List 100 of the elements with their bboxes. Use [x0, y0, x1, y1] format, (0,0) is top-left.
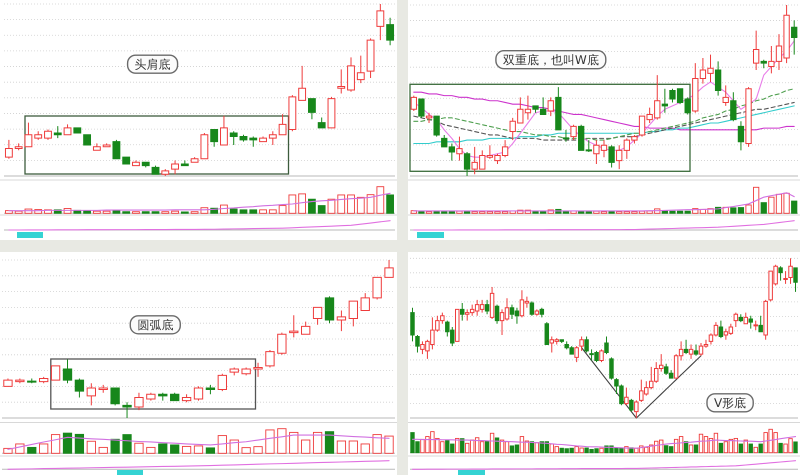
- bar: [460, 438, 464, 454]
- candlestick: [584, 336, 589, 354]
- bar: [312, 432, 322, 454]
- candlestick: [384, 260, 394, 278]
- candlestick: [624, 387, 629, 406]
- candlestick: [783, 270, 788, 284]
- bar: [253, 446, 263, 454]
- candlestick: [574, 346, 579, 363]
- candlestick: [410, 307, 415, 342]
- bar: [793, 441, 798, 454]
- bar: [102, 210, 111, 214]
- bar: [134, 442, 144, 454]
- candlestick: [415, 334, 420, 354]
- candlestick: [544, 322, 550, 346]
- bar: [386, 194, 394, 214]
- bar: [27, 446, 36, 454]
- bar: [39, 444, 48, 454]
- candlestick: [753, 320, 758, 331]
- bar: [268, 209, 277, 214]
- bar: [259, 209, 267, 214]
- bar: [171, 210, 179, 214]
- bar: [206, 447, 216, 454]
- candlestick: [86, 382, 96, 406]
- candlestick: [301, 321, 310, 335]
- bar: [112, 210, 120, 214]
- candlestick: [464, 152, 470, 176]
- candlestick: [360, 292, 370, 312]
- candlestick: [418, 98, 425, 118]
- bar: [694, 444, 698, 454]
- candlestick: [608, 144, 615, 168]
- candlestick: [688, 344, 694, 360]
- candlestick: [718, 320, 724, 339]
- bar: [301, 440, 310, 454]
- candlestick: [376, 4, 384, 41]
- bar: [324, 431, 334, 454]
- candlestick: [744, 312, 748, 324]
- bar: [122, 434, 132, 454]
- annotation: 头肩底: [134, 58, 171, 72]
- candlestick: [230, 366, 239, 376]
- bar: [194, 445, 204, 454]
- bar: [74, 434, 84, 454]
- bar: [240, 209, 248, 214]
- candlestick: [530, 300, 534, 316]
- candlestick: [570, 124, 577, 141]
- candlestick: [190, 156, 199, 163]
- bar: [62, 432, 72, 454]
- candlestick: [791, 20, 798, 56]
- candlestick: [763, 299, 768, 340]
- candlestick: [714, 60, 722, 96]
- bar: [455, 438, 460, 454]
- candlestick: [734, 312, 738, 328]
- bar: [98, 446, 108, 454]
- candlestick: [64, 124, 72, 136]
- candlestick: [318, 117, 326, 128]
- candlestick: [73, 127, 82, 134]
- candlestick: [3, 378, 13, 387]
- candlestick: [24, 122, 32, 148]
- bar: [748, 444, 753, 454]
- candlestick: [604, 336, 609, 355]
- candlestick: [562, 129, 570, 142]
- candlestick: [289, 314, 298, 338]
- bar: [278, 205, 286, 214]
- bar: [356, 196, 365, 214]
- bar: [230, 208, 238, 214]
- candlestick: [328, 96, 336, 128]
- candlestick: [324, 296, 334, 324]
- candlestick: [752, 30, 760, 70]
- candlestick: [730, 92, 736, 122]
- candlestick: [410, 95, 417, 112]
- candlestick: [490, 286, 494, 320]
- candlestick: [599, 348, 604, 363]
- candlestick: [249, 136, 258, 148]
- candlestick: [793, 267, 798, 292]
- candlestick: [62, 359, 72, 384]
- candlestick: [161, 168, 170, 176]
- bar: [760, 202, 767, 214]
- bar: [249, 209, 258, 214]
- candlestick: [748, 315, 753, 330]
- candlestick: [265, 350, 275, 368]
- candlestick: [122, 402, 132, 418]
- candlestick: [170, 392, 180, 402]
- bar: [754, 446, 758, 454]
- candlestick: [366, 38, 374, 78]
- candlestick: [694, 344, 698, 356]
- candlestick: [788, 258, 793, 284]
- candlestick: [629, 398, 634, 412]
- candlestick: [152, 165, 160, 175]
- candlestick: [347, 56, 355, 92]
- candlestick: [182, 394, 192, 403]
- candlestick: [98, 384, 108, 394]
- candlestick: [634, 400, 639, 418]
- bar: [490, 432, 494, 454]
- candlestick: [579, 336, 584, 352]
- candlestick: [240, 134, 248, 142]
- bar: [288, 194, 296, 214]
- candlestick: [455, 308, 460, 342]
- bar: [182, 446, 192, 454]
- bar: [376, 186, 384, 214]
- bar: [336, 440, 346, 454]
- candlestick: [426, 112, 432, 124]
